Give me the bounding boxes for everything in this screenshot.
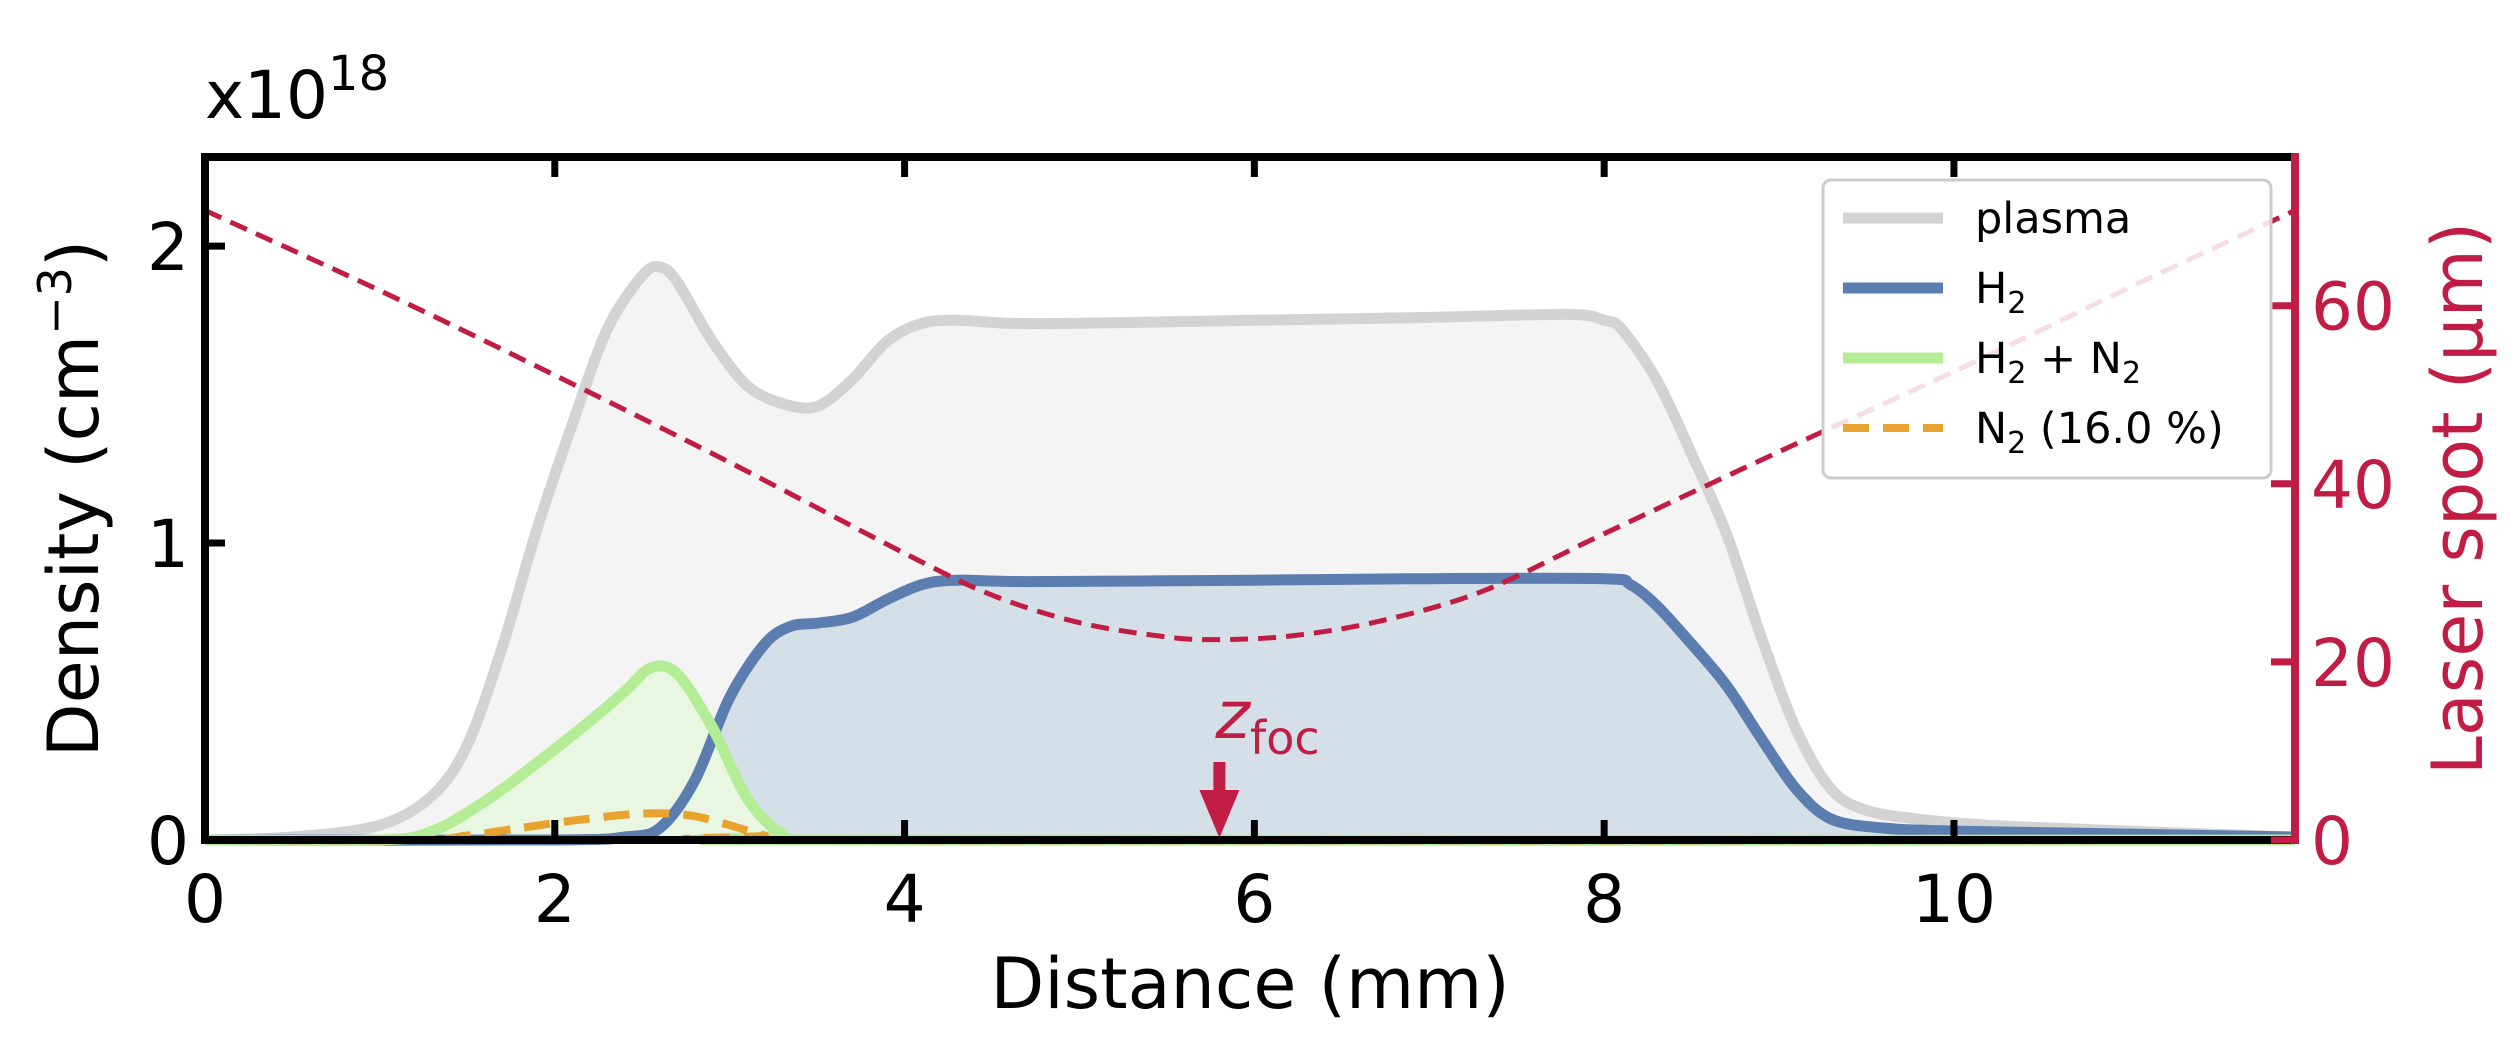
legend-label-sub: 2 xyxy=(2007,356,2026,391)
x-tick-label: 6 xyxy=(1233,861,1275,938)
legend-label: H2 xyxy=(1975,264,2026,321)
offset-exponent: 18 xyxy=(328,46,389,102)
y-axis-label-end: ) xyxy=(33,240,115,267)
legend-label-sub: 2 xyxy=(2007,286,2026,321)
legend-label: N2 (16.0 %) xyxy=(1975,404,2224,461)
plasma-line xyxy=(204,260,2296,846)
legend-label-sub: 2 xyxy=(2007,426,2026,461)
x-tick-label: 8 xyxy=(1583,861,1625,938)
legend-label-part: (16.0 %) xyxy=(2026,404,2224,454)
y-axis-label-sup: −3 xyxy=(28,267,82,335)
legend-label: plasma xyxy=(1975,194,2131,244)
legend-label-part: H xyxy=(1975,334,2007,384)
y-tick-label: 1 xyxy=(147,506,189,583)
y2-tick-label: 60 xyxy=(2311,269,2395,346)
y-tick-label: 0 xyxy=(147,803,189,880)
focus-label-sub: foc xyxy=(1250,711,1320,765)
legend-label-sub: 2 xyxy=(2122,356,2141,391)
h2-n2-fill xyxy=(205,665,2295,841)
legend-label: H2 + N2 xyxy=(1975,334,2141,391)
y-offset-text: x1018 xyxy=(205,46,389,134)
legend-label-part: + N xyxy=(2026,334,2122,384)
x-axis-label: Distance (mm) xyxy=(990,943,1509,1025)
x-tick-label: 4 xyxy=(884,861,926,938)
y-axis-label-main: Density (cm xyxy=(33,335,115,757)
y2-tick-label: 40 xyxy=(2311,447,2395,524)
legend-label-part: H xyxy=(1975,264,2007,314)
y-axis-label: Density (cm−3) xyxy=(28,240,115,757)
y2-axis-label: Laser spot (μm) xyxy=(2417,222,2499,775)
x-tick-label: 10 xyxy=(1912,861,1996,938)
focus-arrow-shaft xyxy=(1213,762,1226,792)
h2-line xyxy=(204,572,2296,846)
y2-tick-label: 20 xyxy=(2311,625,2395,702)
x-tick-label: 0 xyxy=(184,861,226,938)
focus-arrow-head xyxy=(1199,790,1240,838)
legend-label-part: N xyxy=(1975,404,2007,454)
y-tick-label: 2 xyxy=(147,209,189,286)
offset-prefix: x10 xyxy=(205,57,328,134)
legend-label-part: plasma xyxy=(1975,194,2131,244)
n2-line xyxy=(204,809,2296,845)
legend-box xyxy=(1821,178,2273,480)
x-tick-label: 2 xyxy=(534,861,576,938)
y2-tick-label: 0 xyxy=(2311,803,2353,880)
